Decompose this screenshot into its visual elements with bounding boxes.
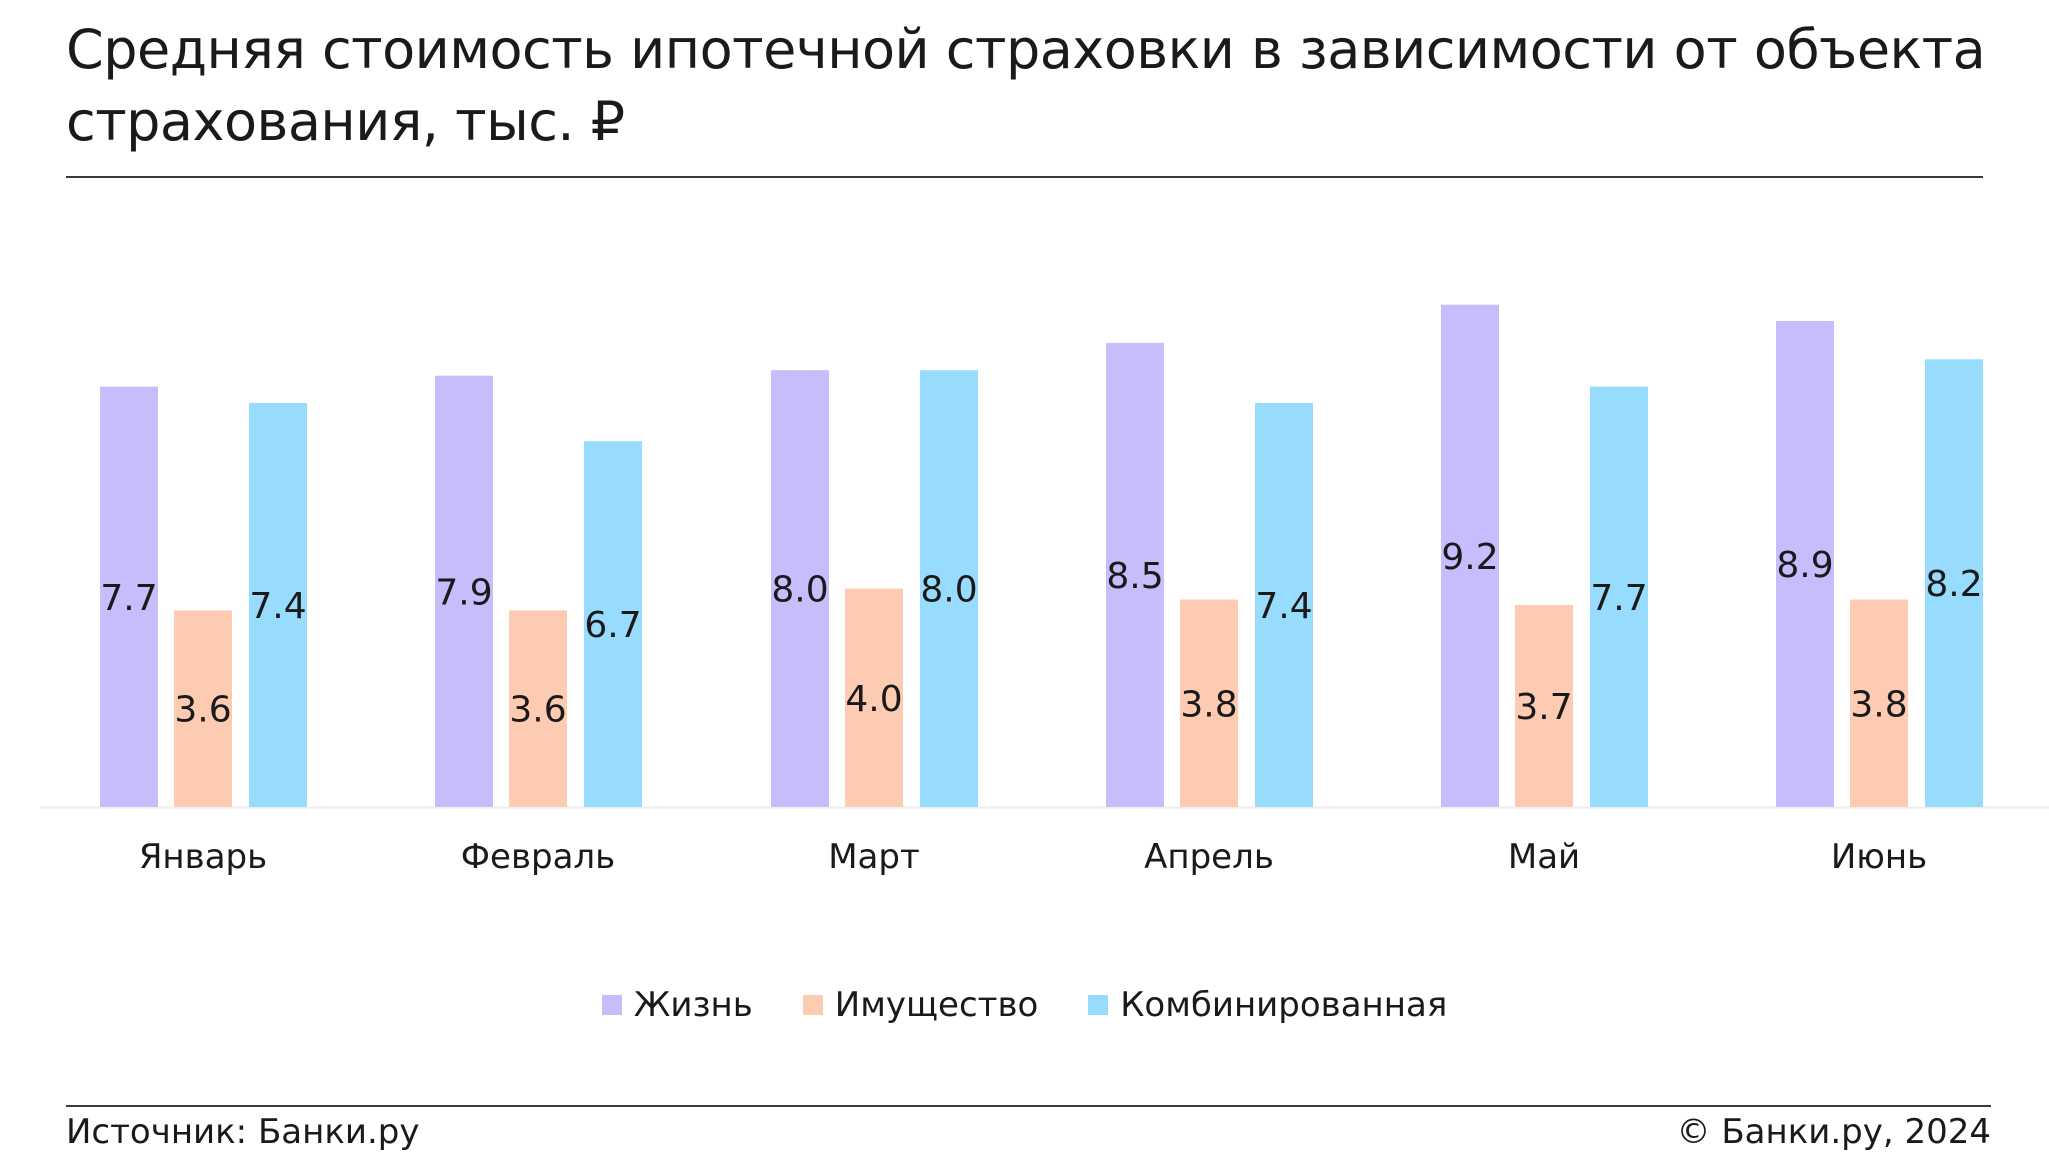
legend-swatch bbox=[1088, 995, 1109, 1015]
bar bbox=[1850, 599, 1908, 807]
chart-title: Средняя стоимость ипотечной страховки в … bbox=[66, 18, 1986, 153]
copyright-note: © Банки.ру, 2024 bbox=[1676, 1112, 1991, 1152]
bar-value-label: 7.7 bbox=[100, 578, 157, 619]
bar-value-label: 4.0 bbox=[845, 679, 902, 720]
legend-item: Жизнь bbox=[601, 985, 753, 1025]
bar-value-label: 8.0 bbox=[771, 570, 828, 611]
legend-swatch bbox=[601, 995, 622, 1015]
bar bbox=[845, 588, 903, 807]
category-label: Май bbox=[1508, 837, 1580, 877]
title-divider bbox=[66, 176, 1983, 178]
category-label: Апрель bbox=[1144, 837, 1274, 877]
category-label: Февраль bbox=[461, 837, 615, 877]
category-label: Июнь bbox=[1831, 837, 1927, 877]
bar-value-label: 7.9 bbox=[435, 572, 492, 613]
bar bbox=[1180, 599, 1238, 807]
bar bbox=[584, 441, 642, 807]
legend-label: Комбинированная bbox=[1120, 985, 1448, 1025]
bar bbox=[1590, 386, 1648, 807]
bar bbox=[174, 610, 232, 807]
legend-label: Имущество bbox=[834, 985, 1039, 1025]
bar-value-label: 8.0 bbox=[920, 570, 977, 611]
category-label: Март bbox=[828, 837, 920, 877]
bar-value-label: 3.6 bbox=[174, 690, 231, 731]
legend-label: Жизнь bbox=[633, 985, 753, 1025]
bar-value-label: 6.7 bbox=[584, 605, 641, 646]
bar bbox=[1255, 402, 1313, 807]
bar-chart: 7.7 3.6 7.4 Январь 7.9 3.6 6.7 Февраль 8.0 4.0 8.0… bbox=[40, 304, 2049, 877]
footer-divider bbox=[66, 1105, 1991, 1107]
bar-value-label: 3.6 bbox=[509, 690, 566, 731]
bar bbox=[100, 386, 158, 807]
chart-legend: Жизнь Имущество Комбинированная bbox=[0, 980, 2049, 1030]
bar-value-label: 3.8 bbox=[1850, 684, 1907, 725]
bar bbox=[1776, 321, 1834, 807]
bar-value-label: 7.7 bbox=[1590, 578, 1647, 619]
bar-value-label: 8.2 bbox=[1925, 564, 1982, 605]
bar-value-label: 9.2 bbox=[1441, 537, 1498, 578]
bar-value-label: 7.4 bbox=[249, 586, 306, 627]
bar bbox=[249, 402, 307, 807]
bar bbox=[1925, 359, 1983, 807]
bar bbox=[435, 375, 493, 807]
bar-value-label: 3.7 bbox=[1515, 687, 1572, 728]
legend-item: Комбинированная bbox=[1088, 985, 1447, 1025]
category-label: Январь bbox=[139, 837, 267, 877]
bar bbox=[1515, 604, 1573, 807]
legend-swatch bbox=[802, 995, 823, 1015]
bar bbox=[771, 370, 829, 807]
bar bbox=[1106, 342, 1164, 807]
bar bbox=[920, 370, 978, 807]
bar-value-label: 7.4 bbox=[1255, 586, 1312, 627]
source-note: Источник: Банки.ру bbox=[66, 1112, 420, 1152]
bar-value-label: 8.5 bbox=[1106, 556, 1163, 597]
bar bbox=[509, 610, 567, 807]
bar-value-label: 8.9 bbox=[1776, 545, 1833, 586]
bar bbox=[1441, 304, 1499, 807]
bar-value-label: 3.8 bbox=[1180, 684, 1237, 725]
legend-item: Имущество bbox=[802, 985, 1039, 1025]
